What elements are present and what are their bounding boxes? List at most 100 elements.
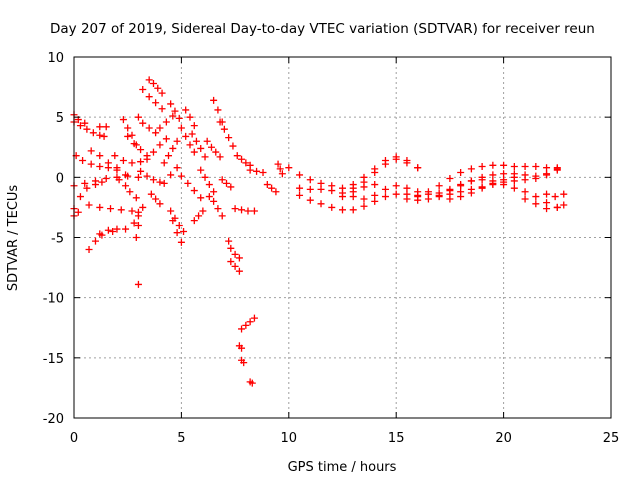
series-x14: [205, 193, 226, 220]
data-point: [134, 173, 142, 181]
data-point: [414, 193, 422, 201]
data-point: [165, 152, 173, 160]
data-point: [227, 183, 235, 191]
data-point: [158, 89, 166, 97]
data-point: [119, 156, 127, 164]
series-i: [96, 221, 142, 238]
y-tick-label: -10: [43, 292, 64, 307]
y-axis-label: SDTVAR / TECUs: [6, 185, 21, 292]
series-x7: [177, 172, 205, 202]
data-point: [122, 171, 130, 179]
y-tick-label: 10: [47, 51, 64, 66]
series-s: [145, 76, 166, 97]
series-x37: [446, 173, 518, 203]
data-point: [253, 167, 261, 175]
data-point: [521, 195, 529, 203]
data-point: [143, 172, 151, 180]
data-point: [244, 207, 252, 215]
series-x8: [182, 106, 198, 130]
data-point: [231, 250, 239, 258]
data-point: [242, 321, 250, 329]
data-point: [296, 191, 304, 199]
data-point: [381, 185, 389, 193]
data-point: [100, 132, 108, 140]
series-x12: [203, 137, 224, 161]
series-x1: [160, 137, 181, 167]
data-point: [250, 207, 258, 215]
data-point: [175, 114, 183, 122]
series-x38: [521, 195, 568, 213]
data-point: [278, 170, 286, 178]
data-point: [111, 152, 119, 160]
series-x35: [414, 161, 561, 201]
data-point: [158, 105, 166, 113]
data-point: [235, 267, 243, 275]
data-point: [83, 184, 91, 192]
data-point: [259, 169, 267, 177]
data-point: [210, 96, 218, 104]
y-tick-label: 5: [56, 111, 64, 126]
data-point: [205, 193, 213, 201]
data-point: [457, 169, 465, 177]
data-point: [83, 125, 91, 133]
data-point: [79, 156, 87, 164]
chart-title: Day 207 of 2019, Sidereal Day-to-day VTE…: [50, 21, 595, 37]
data-point: [134, 113, 142, 121]
y-tick-label: -5: [51, 232, 64, 247]
series-w: [156, 112, 177, 132]
data-point: [132, 194, 140, 202]
series-x19: [231, 205, 258, 215]
data-point: [560, 201, 568, 209]
data-point: [210, 197, 218, 205]
series-x2: [160, 164, 181, 187]
data-point: [104, 226, 112, 234]
data-point: [371, 197, 379, 205]
data-point: [371, 181, 379, 189]
data-point: [216, 153, 224, 161]
data-point: [149, 148, 157, 156]
data-point: [229, 142, 237, 150]
data-point: [216, 118, 224, 126]
data-point: [122, 225, 130, 233]
data-point: [446, 187, 454, 195]
data-point: [510, 163, 518, 171]
data-point: [242, 159, 250, 167]
data-point: [235, 254, 243, 262]
x-axis-label: GPS time / hours: [288, 460, 397, 475]
data-point: [171, 107, 179, 115]
data-point: [532, 193, 540, 201]
data-point: [246, 166, 254, 174]
data-point: [212, 148, 220, 156]
data-point: [104, 159, 112, 167]
ticks: [73, 56, 612, 419]
data-point: [532, 172, 540, 180]
data-point: [197, 166, 205, 174]
data-point: [317, 185, 325, 193]
data-point: [76, 122, 84, 130]
data-point: [81, 119, 89, 127]
data-point: [130, 219, 138, 227]
data-point: [349, 181, 357, 189]
data-point: [173, 164, 181, 172]
data-point: [223, 179, 231, 187]
data-point: [403, 195, 411, 203]
data-point: [91, 237, 99, 245]
data-point: [478, 173, 486, 181]
data-point: [139, 85, 147, 93]
data-point: [276, 165, 284, 173]
series-x18: [227, 258, 243, 275]
x-tick-label: 10: [281, 431, 298, 446]
data-point: [360, 195, 368, 203]
series-a: [70, 118, 108, 140]
data-point: [360, 173, 368, 181]
data-point: [467, 165, 475, 173]
data-point: [424, 188, 432, 196]
data-point: [85, 246, 93, 254]
data-point: [160, 179, 168, 187]
data-point: [272, 188, 280, 196]
data-point: [156, 200, 164, 208]
series-x30: [296, 190, 422, 214]
series-r: [139, 85, 166, 113]
data-point: [214, 106, 222, 114]
data-point: [180, 227, 188, 235]
